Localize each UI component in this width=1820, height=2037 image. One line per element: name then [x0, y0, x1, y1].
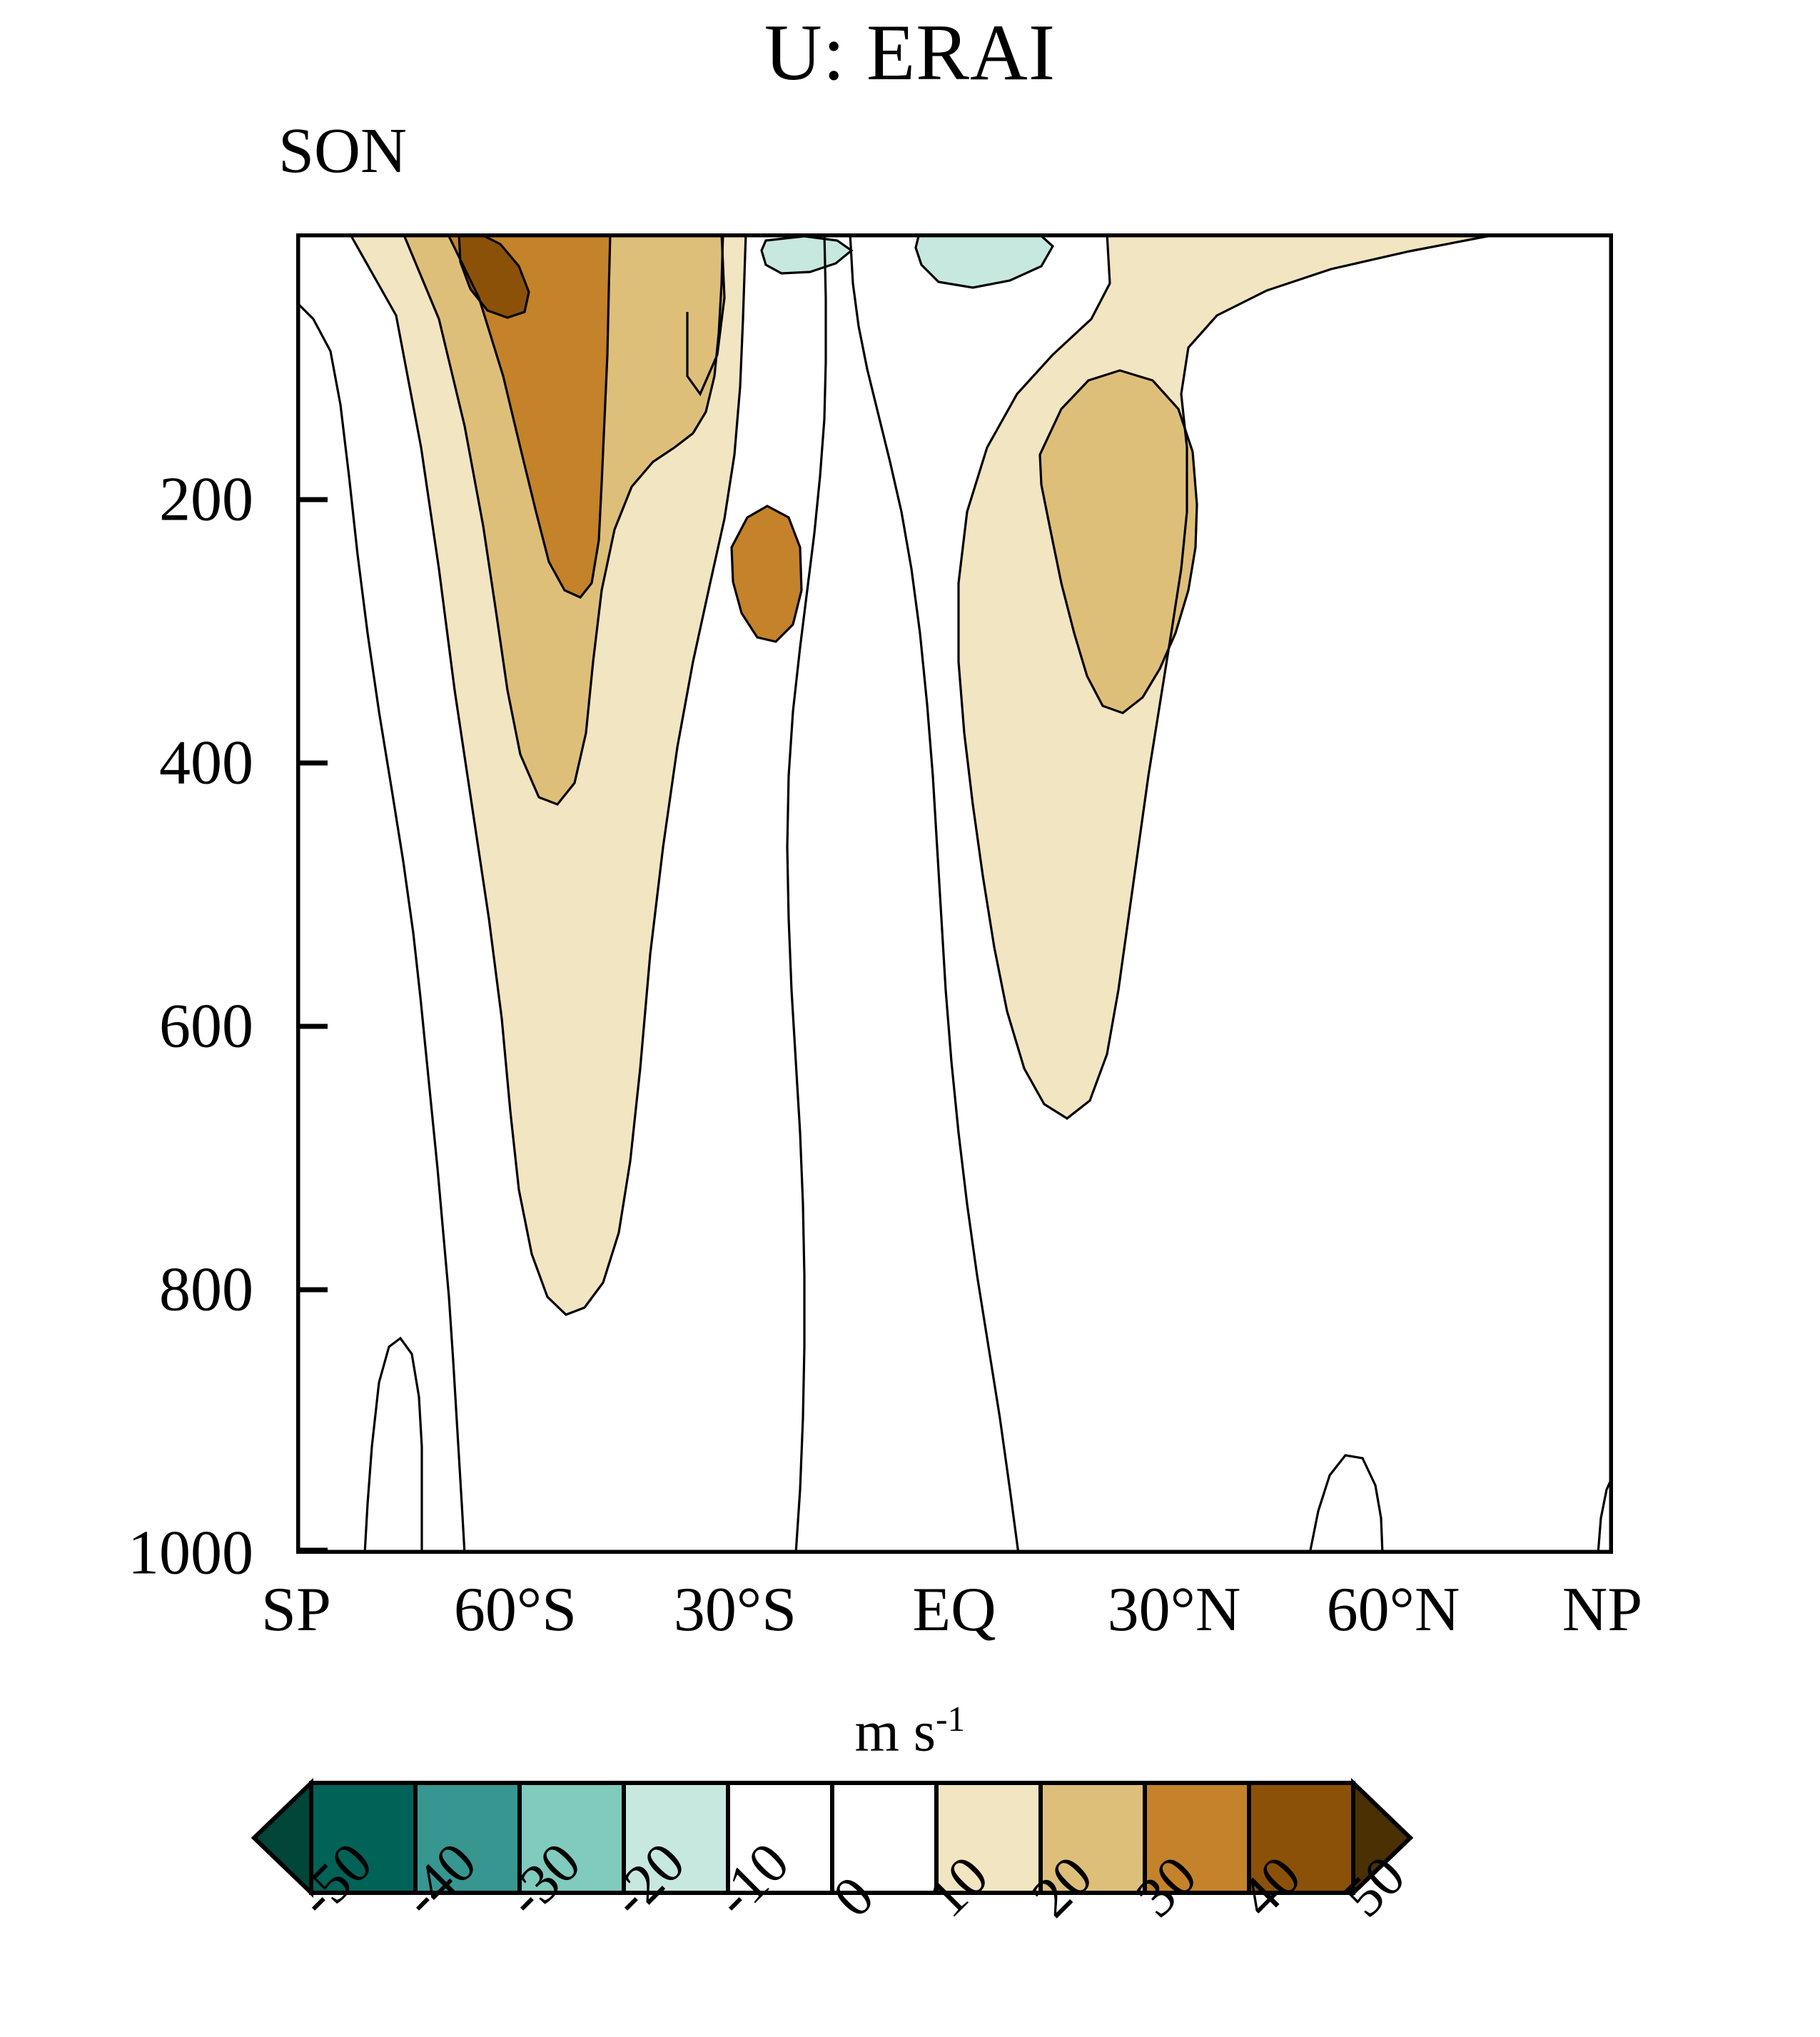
colorbar-tick-0: 0	[821, 1864, 886, 1929]
page-title: U: ERAI	[764, 9, 1056, 97]
contour-band-sh-30-secondary	[732, 506, 802, 642]
contour-line-zero-polar-sh	[296, 300, 466, 1554]
contour-band-easterly-a	[762, 236, 851, 273]
contour-band-nh-20	[1040, 370, 1197, 713]
colorbar-seg-8	[1143, 1781, 1251, 1895]
y-tick-label-200: 200	[159, 465, 253, 535]
contour-line-nh-10	[957, 233, 1503, 1120]
y-axis-labels: 200 400 600 800 1000	[0, 0, 296, 2037]
x-tick-label-60s: 60°S	[453, 1575, 577, 1644]
colorbar-unit-exponent: -1	[936, 1699, 966, 1739]
contour-fills	[296, 233, 1613, 1554]
x-tick-label-eq: EQ	[912, 1575, 996, 1644]
x-tick-label-np: NP	[1562, 1575, 1643, 1644]
contour-line-sh-40	[457, 233, 530, 319]
colorbar-unit-base: m s	[854, 1700, 936, 1764]
x-axis-labels: SP 60°S 30°S EQ 30°N 60°N NP	[0, 1574, 1820, 1667]
contour-band-easterly-b	[916, 233, 1053, 288]
contour-line-nh-20	[1038, 369, 1198, 714]
colorbar-seg-7	[1038, 1781, 1147, 1895]
y-tick-label-600: 600	[159, 991, 253, 1061]
contour-line-sh-30-secondary	[730, 505, 803, 643]
colorbar-seg-4	[726, 1781, 834, 1895]
colorbar-seg-5	[830, 1781, 939, 1895]
contour-line-zero-bump-sh	[363, 1336, 423, 1554]
colorbar-seg-2	[517, 1781, 626, 1895]
colorbar-extend-high	[1351, 1777, 1414, 1899]
contour-lines	[296, 233, 1613, 1554]
contour-line-zero-sh-equatorward	[786, 233, 827, 1554]
contour-line-sh-10	[348, 233, 747, 1316]
y-tick-label-800: 800	[159, 1255, 253, 1325]
contour-plot-svg	[296, 233, 1613, 1554]
colorbar-tick-labels: -50 -40 -30 -20 -10 0 10 20 30 40 50	[0, 1831, 1820, 2034]
colorbar-segments	[251, 1777, 1414, 1899]
colorbar-seg-6	[934, 1781, 1043, 1895]
colorbar: m s-1 -50 -40 -30 -20 -10	[0, 1699, 1820, 2034]
contour-line-easterly-a	[760, 235, 854, 275]
x-tick-label-30n: 30°N	[1107, 1575, 1241, 1644]
contour-band-sh-20-bridge	[687, 233, 724, 394]
y-tick-label-1000: 1000	[128, 1518, 253, 1588]
x-tick-label-60n: 60°N	[1326, 1575, 1460, 1644]
contour-line-zero-nh-flank	[849, 233, 1020, 1554]
colorbar-seg-3	[622, 1781, 730, 1895]
contour-line-sh-30	[446, 233, 612, 599]
y-axis-ticks	[296, 497, 328, 1553]
colorbar-svg	[251, 1777, 1414, 1899]
season-label: SON	[278, 116, 408, 186]
x-tick-label-30s: 30°S	[673, 1575, 797, 1644]
x-tick-label-sp: SP	[261, 1575, 331, 1644]
colorbar-unit-label: m s-1	[0, 1699, 1820, 1765]
y-tick-label-400: 400	[159, 728, 253, 798]
contour-plot	[296, 233, 1613, 1554]
contour-line-sh-20-bridge	[686, 233, 726, 397]
contour-line-sh-20	[402, 233, 724, 806]
contour-line-zero-nh-surface	[1308, 1454, 1384, 1554]
